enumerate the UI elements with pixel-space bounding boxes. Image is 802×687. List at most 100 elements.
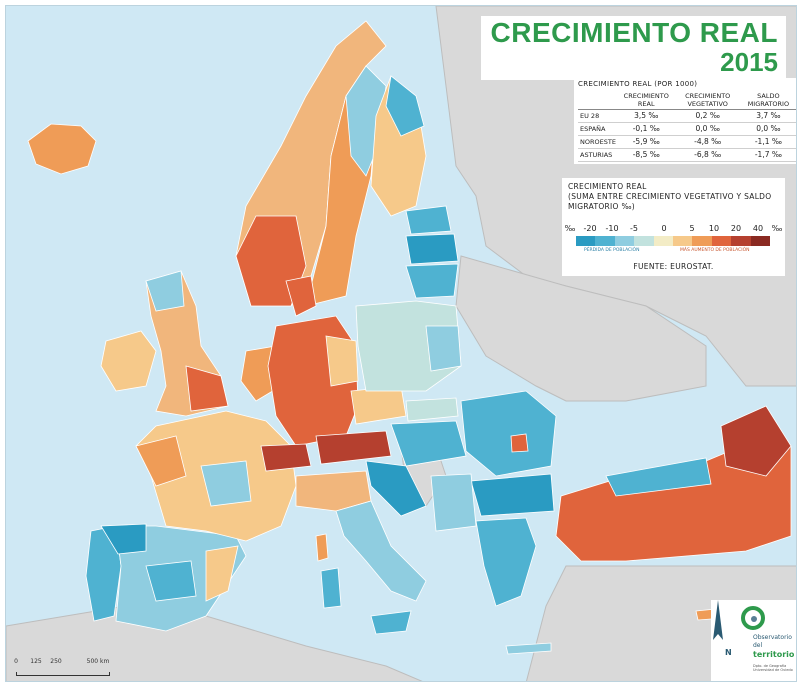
ireland (100, 330, 157, 392)
serbia (430, 473, 477, 532)
row-migratorio: 3,7 ‰ (740, 109, 796, 123)
scale-label: 250 (50, 658, 62, 665)
row-real: -8,5 ‰ (617, 148, 675, 162)
legend-swatch-2 (614, 236, 635, 246)
stats-header-migratorio: SALDO MIGRATORIO (740, 91, 796, 110)
belarus-ukraine (455, 255, 707, 402)
scale-line (16, 672, 110, 676)
map-canvas[interactable]: CRECIMIENTO REAL 2015 CRECIMIENTO REAL (… (5, 5, 797, 682)
hungary (390, 420, 467, 467)
slovakia (405, 397, 459, 422)
corsica (315, 533, 329, 562)
legend-tick: ‰ (564, 224, 576, 233)
map-title: CRECIMIENTO REAL (490, 17, 778, 48)
spain-northwest (100, 523, 147, 555)
legend-swatch-1 (595, 236, 615, 246)
legend-swatch-4 (653, 236, 674, 246)
legend-tick: 10 (708, 224, 720, 233)
switzerland (260, 443, 312, 472)
stats-table: CRECIMIENTO REAL CRECIMIENTO VEGETATIVO … (578, 91, 796, 162)
north-arrow-icon (713, 600, 723, 640)
scale-label: 125 (30, 658, 42, 665)
denmark (285, 275, 317, 317)
turkey-east (720, 405, 792, 477)
legend-swatch-6 (692, 236, 712, 246)
logo-name-line1: Observatorio (753, 634, 792, 641)
legend-tick: ‰ (771, 224, 783, 233)
scale-bar: 0 125 250 500 km (14, 658, 124, 681)
legend-tick: -10 (605, 224, 619, 233)
stats-header-blank (578, 91, 618, 110)
legend-tick: 20 (730, 224, 742, 233)
legend-positive-label: MÁS AUMENTO DE POBLACIÓN (680, 248, 750, 253)
romania-center (510, 433, 529, 453)
turkey-north (605, 457, 712, 497)
legend-swatch-9 (750, 236, 771, 246)
table-row: ESPAÑA -0,1 ‰ 0,0 ‰ 0,0 ‰ (578, 122, 796, 136)
slovenia-croatia (365, 460, 427, 517)
finland-north (385, 75, 425, 137)
row-vegetativo: 0,2 ‰ (674, 109, 741, 123)
logo-name-line3: territorio (753, 650, 795, 659)
legend-swatch-8 (731, 236, 751, 246)
legend-tick: -20 (583, 224, 597, 233)
romania (460, 390, 557, 477)
row-region: ASTURIAS (578, 148, 618, 162)
legend-ticks: ‰ -20 -10 -5 0 5 10 20 40 ‰ (564, 224, 783, 234)
crete (505, 642, 552, 655)
spain-east (205, 545, 239, 602)
legend-tick: 0 (661, 224, 667, 233)
legend-negative-label: PÉRDIDA DE POBLACIÓN (584, 248, 640, 253)
estonia (405, 205, 452, 235)
france-west (135, 435, 187, 487)
table-row: EU 28 3,5 ‰ 0,2 ‰ 3,7 ‰ (578, 109, 796, 123)
row-real: -0,1 ‰ (617, 122, 675, 136)
scale-label: 0 (14, 658, 18, 665)
row-migratorio: -1,7 ‰ (740, 148, 796, 162)
lithuania (405, 263, 459, 299)
scale-label: 500 km (86, 658, 110, 665)
row-region: ESPAÑA (578, 122, 618, 136)
map-year: 2015 (720, 47, 778, 77)
row-vegetativo: -4,8 ‰ (674, 135, 741, 149)
north-africa (6, 605, 423, 681)
scotland-north (145, 270, 185, 312)
stats-panel: CRECIMIENTO REAL (POR 1000) CRECIMIENTO … (574, 78, 796, 164)
title-box: CRECIMIENTO REAL 2015 (480, 16, 786, 80)
spain-central (145, 560, 197, 602)
austria (315, 430, 392, 465)
legend-subtitle: (SUMA ENTRE CRECIMIENTO VEGETATIVO Y SAL… (568, 192, 772, 211)
logo-dot-icon (751, 616, 757, 622)
england-se (185, 365, 229, 412)
france-central (200, 460, 252, 507)
row-vegetativo: -6,8 ‰ (674, 148, 741, 162)
row-real: 3,5 ‰ (617, 109, 675, 123)
latvia (405, 233, 459, 265)
observatorio-logo: N Observatorio del territorio Dpto. de G… (711, 600, 796, 681)
czechia (350, 385, 407, 425)
iceland (27, 123, 97, 175)
row-region: EU 28 (578, 109, 618, 123)
poland-east (425, 325, 462, 372)
sicily (370, 610, 412, 635)
stats-header-real: CRECIMIENTO REAL (617, 91, 675, 110)
italy-peninsula (335, 500, 427, 602)
legend-title: CRECIMIENTO REAL (568, 182, 647, 191)
row-migratorio: -1,1 ‰ (740, 135, 796, 149)
sardinia (320, 567, 342, 609)
legend-tick: 40 (752, 224, 764, 233)
logo-circle-icon (741, 606, 765, 630)
table-row: ASTURIAS -8,5 ‰ -6,8 ‰ -1,7 ‰ (578, 148, 796, 162)
stats-header-vegetativo: CRECIMIENTO VEGETATIVO (674, 91, 741, 110)
legend: CRECIMIENTO REAL (SUMA ENTRE CRECIMIENTO… (562, 178, 785, 276)
stats-header-row: CRECIMIENTO REAL CRECIMIENTO VEGETATIVO … (578, 91, 796, 110)
legend-swatch-7 (711, 236, 732, 246)
legend-swatch-3 (634, 236, 654, 246)
row-vegetativo: 0,0 ‰ (674, 122, 741, 136)
table-row: NOROESTE -5,9 ‰ -4,8 ‰ -1,1 ‰ (578, 135, 796, 149)
stats-title: CRECIMIENTO REAL (POR 1000) (578, 80, 698, 88)
row-migratorio: 0,0 ‰ (740, 122, 796, 136)
legend-color-bar (576, 236, 771, 246)
legend-swatch-0 (576, 236, 596, 246)
legend-swatch-5 (673, 236, 693, 246)
